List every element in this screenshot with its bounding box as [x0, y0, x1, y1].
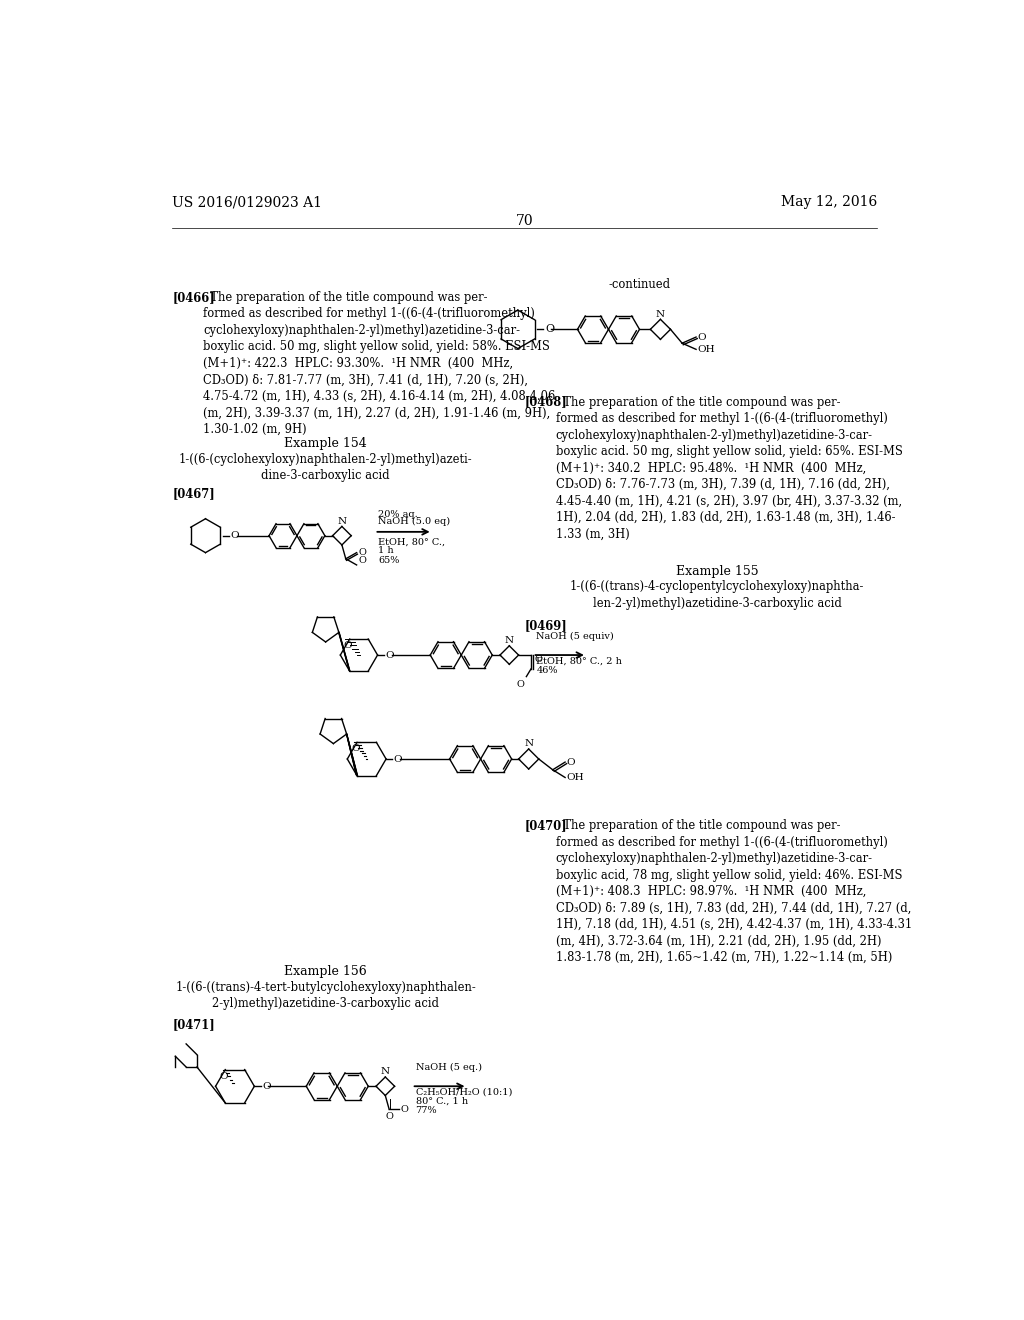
Text: 70: 70: [516, 214, 534, 228]
Text: O: O: [262, 1082, 270, 1090]
Text: US 2016/0129023 A1: US 2016/0129023 A1: [172, 195, 323, 210]
Text: O: O: [358, 556, 366, 565]
Text: O: O: [517, 681, 524, 689]
Text: The preparation of the title compound was per-
formed as described for methyl 1-: The preparation of the title compound wa…: [556, 818, 912, 964]
Text: 77%: 77%: [416, 1106, 437, 1115]
Text: O: O: [535, 655, 542, 664]
Text: O: O: [344, 642, 352, 651]
Text: EtOH, 80° C., 2 h: EtOH, 80° C., 2 h: [537, 656, 623, 665]
Text: OH: OH: [566, 774, 585, 781]
Text: 46%: 46%: [537, 665, 558, 675]
Text: O: O: [545, 325, 554, 334]
Text: O: O: [697, 333, 707, 342]
Text: O: O: [385, 1113, 393, 1122]
Text: The preparation of the title compound was per-
formed as described for methyl 1-: The preparation of the title compound wa…: [203, 290, 555, 436]
Text: N: N: [337, 516, 346, 525]
Text: 1-((6-((trans)-4-cyclopentylcyclohexyloxy)naphtha-
len-2-yl)methyl)azetidine-3-c: 1-((6-((trans)-4-cyclopentylcyclohexylox…: [569, 581, 864, 610]
Text: EtOH, 80° C.,: EtOH, 80° C.,: [378, 537, 445, 546]
Text: 20% aq.: 20% aq.: [378, 510, 418, 519]
Text: NaOH (5 eq.): NaOH (5 eq.): [416, 1064, 481, 1072]
Text: NaOH (5.0 eq): NaOH (5.0 eq): [378, 517, 451, 527]
Text: O: O: [394, 755, 402, 763]
Text: O: O: [358, 548, 366, 557]
Text: OH: OH: [697, 345, 715, 354]
Text: [0470]: [0470]: [524, 818, 567, 832]
Text: O: O: [400, 1105, 409, 1114]
Text: May 12, 2016: May 12, 2016: [781, 195, 878, 210]
Text: [0469]: [0469]: [524, 619, 567, 632]
Text: 65%: 65%: [378, 556, 399, 565]
Text: 80° C., 1 h: 80° C., 1 h: [416, 1097, 468, 1106]
Text: 1-((6-(cyclohexyloxy)naphthalen-2-yl)methyl)azeti-
dine-3-carboxylic acid: 1-((6-(cyclohexyloxy)naphthalen-2-yl)met…: [179, 453, 472, 482]
Text: Example 156: Example 156: [285, 965, 367, 978]
Text: O: O: [566, 758, 575, 767]
Text: N: N: [505, 636, 514, 645]
Text: [0466]: [0466]: [172, 290, 215, 304]
Text: 1-((6-((trans)-4-tert-butylcyclohexyloxy)naphthalen-
2-yl)methyl)azetidine-3-car: 1-((6-((trans)-4-tert-butylcyclohexyloxy…: [175, 981, 476, 1010]
Text: N: N: [524, 739, 534, 748]
Text: N: N: [655, 310, 665, 318]
Text: -continued: -continued: [608, 277, 671, 290]
Text: Example 155: Example 155: [676, 565, 759, 578]
Text: [0467]: [0467]: [172, 487, 215, 500]
Text: [0468]: [0468]: [524, 396, 567, 409]
Text: NaOH (5 equiv): NaOH (5 equiv): [537, 632, 614, 642]
Text: [0471]: [0471]: [172, 1018, 215, 1031]
Text: O: O: [219, 1072, 228, 1081]
Text: 1 h: 1 h: [378, 546, 394, 556]
Text: N: N: [381, 1068, 390, 1076]
Text: O: O: [351, 744, 359, 752]
Text: O: O: [385, 651, 394, 660]
Text: C₂H₅OH/H₂O (10:1): C₂H₅OH/H₂O (10:1): [416, 1088, 512, 1097]
Text: The preparation of the title compound was per-
formed as described for methyl 1-: The preparation of the title compound wa…: [556, 396, 903, 541]
Text: O: O: [230, 531, 239, 540]
Text: Example 154: Example 154: [285, 437, 367, 450]
